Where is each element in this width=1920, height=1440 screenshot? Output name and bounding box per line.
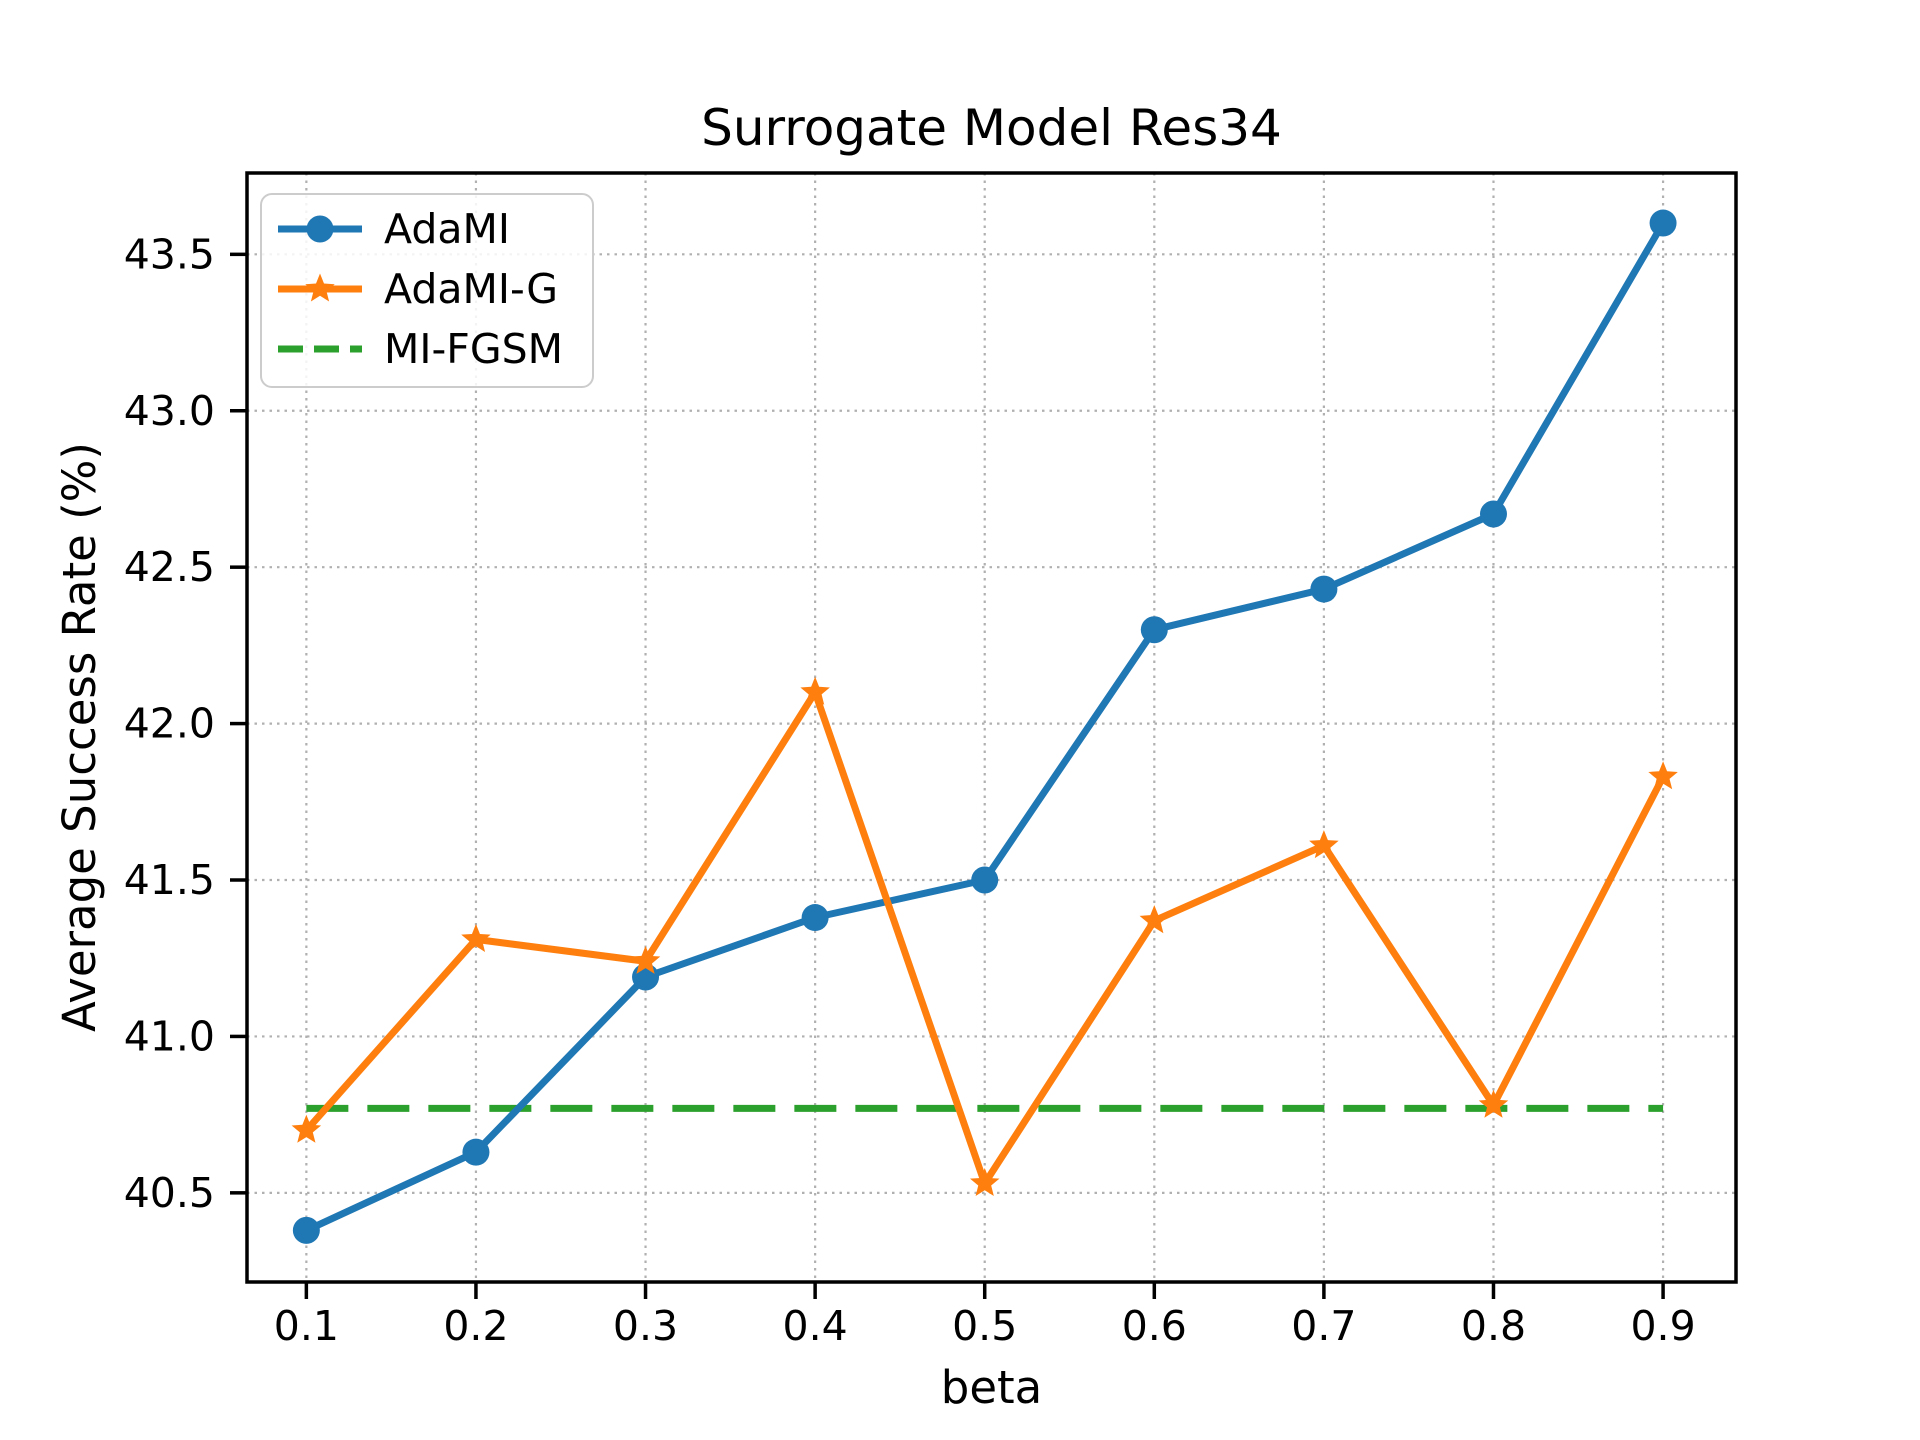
adami-g-marker: [461, 923, 491, 952]
adami-g-marker: [1309, 830, 1339, 859]
legend-item-mi-fgsm: MI-FGSM: [276, 319, 592, 379]
y-tick-label: 41.0: [124, 1012, 215, 1060]
x-tick-label: 0.8: [1461, 1302, 1526, 1350]
y-axis-label: Average Success Rate (%): [53, 442, 106, 1032]
adami-g-line-star-sample-icon: [278, 273, 362, 302]
adami-marker: [462, 1138, 490, 1166]
y-tick-label: 43.5: [124, 230, 215, 278]
y-tick-label: 40.5: [124, 1169, 215, 1217]
x-tick-label: 0.7: [1291, 1302, 1356, 1350]
adami-marker: [1649, 209, 1677, 237]
x-tick-label: 0.4: [783, 1302, 848, 1350]
adami-marker: [801, 904, 829, 932]
y-tick-label: 41.5: [124, 856, 215, 904]
legend-label: AdaMI: [384, 204, 510, 253]
x-tick-label: 0.2: [443, 1302, 508, 1350]
chart-title: Surrogate Model Res34: [701, 99, 1282, 157]
adami-g-sample-marker: [305, 273, 335, 302]
adami-marker: [292, 1216, 320, 1244]
adami-g-marker: [630, 945, 661, 974]
x-axis-label: beta: [940, 1361, 1043, 1414]
y-tick-label: 42.0: [124, 700, 215, 748]
adami-g-marker: [800, 676, 830, 705]
legend-item-adami: AdaMI: [276, 199, 592, 259]
adami-line-circle-sample-icon: [278, 215, 362, 243]
adami-g-marker: [1648, 761, 1678, 790]
adami-marker: [1310, 575, 1338, 603]
adami-g-marker: [291, 1114, 322, 1143]
y-tick-label: 43.0: [124, 387, 215, 435]
x-tick-label: 0.5: [952, 1302, 1017, 1350]
legend-label: MI-FGSM: [384, 324, 564, 373]
adami-marker: [1479, 500, 1507, 528]
plot-border: [245, 171, 1738, 1284]
adami-g-marker: [1139, 905, 1170, 934]
mi-fgsm-dashed-line-sample-icon: [278, 345, 362, 353]
legend-item-adami-g: AdaMI-G: [276, 259, 592, 319]
x-tick-label: 0.3: [613, 1302, 678, 1350]
adami-g-marker: [969, 1167, 1000, 1196]
adami-marker: [1140, 616, 1168, 644]
adami-marker: [971, 866, 999, 894]
x-tick-label: 0.9: [1630, 1302, 1695, 1350]
legend: AdaMI AdaMI-G MI-FGSM: [260, 193, 594, 388]
x-tick-label: 0.1: [274, 1302, 339, 1350]
legend-label: AdaMI-G: [384, 264, 559, 313]
adami-sample-marker: [306, 215, 334, 243]
adami-g-marker: [1478, 1089, 1509, 1118]
x-tick-label: 0.6: [1122, 1302, 1187, 1350]
y-tick-label: 42.5: [124, 543, 215, 591]
